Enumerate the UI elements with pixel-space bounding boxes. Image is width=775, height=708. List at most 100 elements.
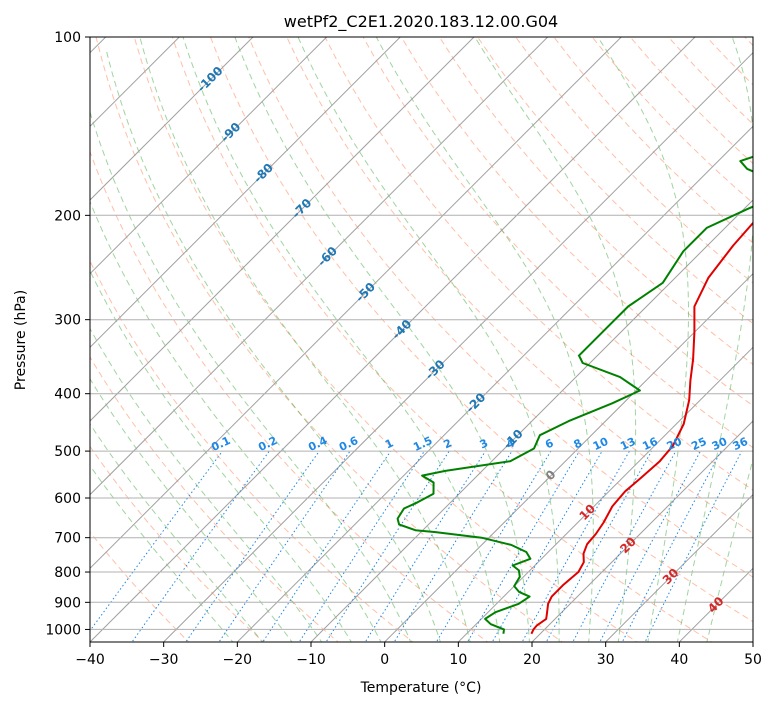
y-tick-label: 500: [54, 444, 81, 460]
mixing-ratio-line: [131, 450, 270, 642]
y-tick-label: 1000: [45, 622, 81, 638]
mixing-ratio-label: 13: [618, 435, 637, 453]
isotherm-line: [90, 37, 475, 422]
x-tick-label: −10: [296, 652, 326, 668]
dry-adiabat: [362, 37, 753, 449]
isotherm-label: -100: [194, 64, 225, 95]
mixing-ratio-label: 30: [710, 435, 730, 453]
plot-frame: [89, 36, 754, 643]
moist-adiabat: [90, 110, 412, 642]
isotherm-line: [752, 641, 753, 642]
mixing-ratio-line: [466, 450, 580, 642]
y-tick-label: 300: [54, 313, 81, 329]
y-tick-label: 800: [54, 565, 81, 581]
x-tick-label: 30: [597, 652, 615, 668]
mixing-ratio-line: [262, 450, 392, 642]
dry-adiabat: [515, 37, 753, 284]
y-axis-label: Pressure (hPa): [13, 290, 29, 390]
mixing-ratio-line: [393, 450, 513, 642]
mixing-ratio-label: 2: [442, 436, 454, 451]
mixing-ratio-line: [621, 450, 722, 642]
pressure-gridlines: [90, 36, 753, 630]
mixing-ratio-line: [298, 450, 425, 642]
mixing-ratio-line: [644, 450, 743, 642]
dry-adiabat: [286, 37, 753, 534]
x-tick-label: 40: [670, 652, 688, 668]
isotherm-line: [236, 125, 753, 642]
dry-adiabat: [477, 37, 753, 325]
isotherm-line: [310, 199, 753, 642]
x-tick-label: 10: [449, 652, 467, 668]
mixing-ratio-line: [599, 450, 701, 642]
mixing-ratio-label: 16: [640, 435, 660, 453]
moist-adiabat: [105, 49, 441, 642]
x-axis: −40 −30 −20 −10 0 10 20 30 40 50: [75, 642, 762, 668]
isotherm-line: [90, 37, 402, 349]
moist-adiabat: [182, 37, 501, 642]
y-tick-label: 600: [54, 491, 81, 507]
moist-adiabat: [234, 37, 530, 642]
moist-adiabat: [297, 37, 560, 642]
mixing-ratio-label: 6: [543, 436, 556, 451]
isotherm-line: [90, 37, 328, 275]
x-tick-label: 50: [744, 652, 762, 668]
mixing-ratio-line: [90, 450, 223, 632]
isotherm-line: [531, 420, 753, 642]
y-tick-label: 200: [54, 208, 81, 224]
dewpoint-profile-line: [396, 155, 753, 634]
isotherm-label: -30: [423, 357, 448, 382]
x-tick-label: −20: [223, 652, 253, 668]
isotherm-line: [90, 37, 549, 496]
mixing-ratio-line: [185, 450, 320, 642]
isotherm-line: [457, 346, 753, 642]
dry-adiabat: [553, 37, 753, 244]
dry-adiabat: [438, 37, 753, 366]
x-tick-label: −40: [75, 652, 105, 668]
moist-adiabat: [706, 457, 753, 642]
dry-adiabat: [324, 37, 753, 491]
dry-adiabat: [133, 37, 638, 642]
dry-adiabat: [400, 37, 753, 407]
dry-adiabat: [90, 150, 489, 642]
isotherm-line: [90, 37, 696, 642]
background-reference-lines: [90, 37, 753, 642]
y-tick-label: 700: [54, 531, 81, 547]
isotherm-line: [90, 37, 623, 570]
moist-adiabat: [597, 37, 689, 642]
mixing-ratio-label: 3: [478, 436, 490, 451]
x-tick-label: −30: [149, 652, 179, 668]
isotherm-label: -60: [315, 244, 340, 269]
y-tick-label: 900: [54, 595, 81, 611]
dry-adiabat: [744, 37, 753, 47]
isotherm-label: 0: [543, 467, 559, 483]
mixing-ratio-line: [435, 450, 552, 642]
mixing-ratio-label: 10: [591, 435, 611, 453]
mixing-ratio-label: 20: [665, 435, 685, 453]
y-tick-label: 100: [54, 30, 81, 46]
moist-adiabat: [474, 37, 637, 642]
x-axis-label: Temperature (°C): [360, 680, 482, 696]
mixing-ratio-label: 36: [731, 435, 751, 453]
sounding-profiles: [396, 155, 753, 635]
mixing-ratio-line: [572, 450, 677, 642]
isotherm-line: [162, 51, 753, 642]
mixing-ratio-line: [218, 450, 351, 642]
x-tick-label: 0: [380, 652, 389, 668]
dry-adiabat: [90, 259, 414, 642]
mixing-ratio-label: 25: [689, 435, 708, 453]
moist-adiabat: [90, 327, 323, 642]
y-axis: 100 200 300 400 500 600 700 800 900 1000: [45, 30, 90, 638]
mixing-ratio-line: [325, 450, 450, 642]
moist-adiabat: [90, 464, 234, 642]
moist-adiabat: [90, 423, 264, 642]
moist-adiabat: [90, 200, 382, 642]
isotherm-line: [604, 493, 753, 642]
y-tick-label: 400: [54, 387, 81, 403]
x-tick-label: 20: [523, 652, 541, 668]
moist-adiabat: [90, 377, 293, 642]
isotherm-line: [678, 567, 753, 642]
isotherm-line: [383, 272, 753, 642]
isotherm-line: [90, 37, 254, 201]
